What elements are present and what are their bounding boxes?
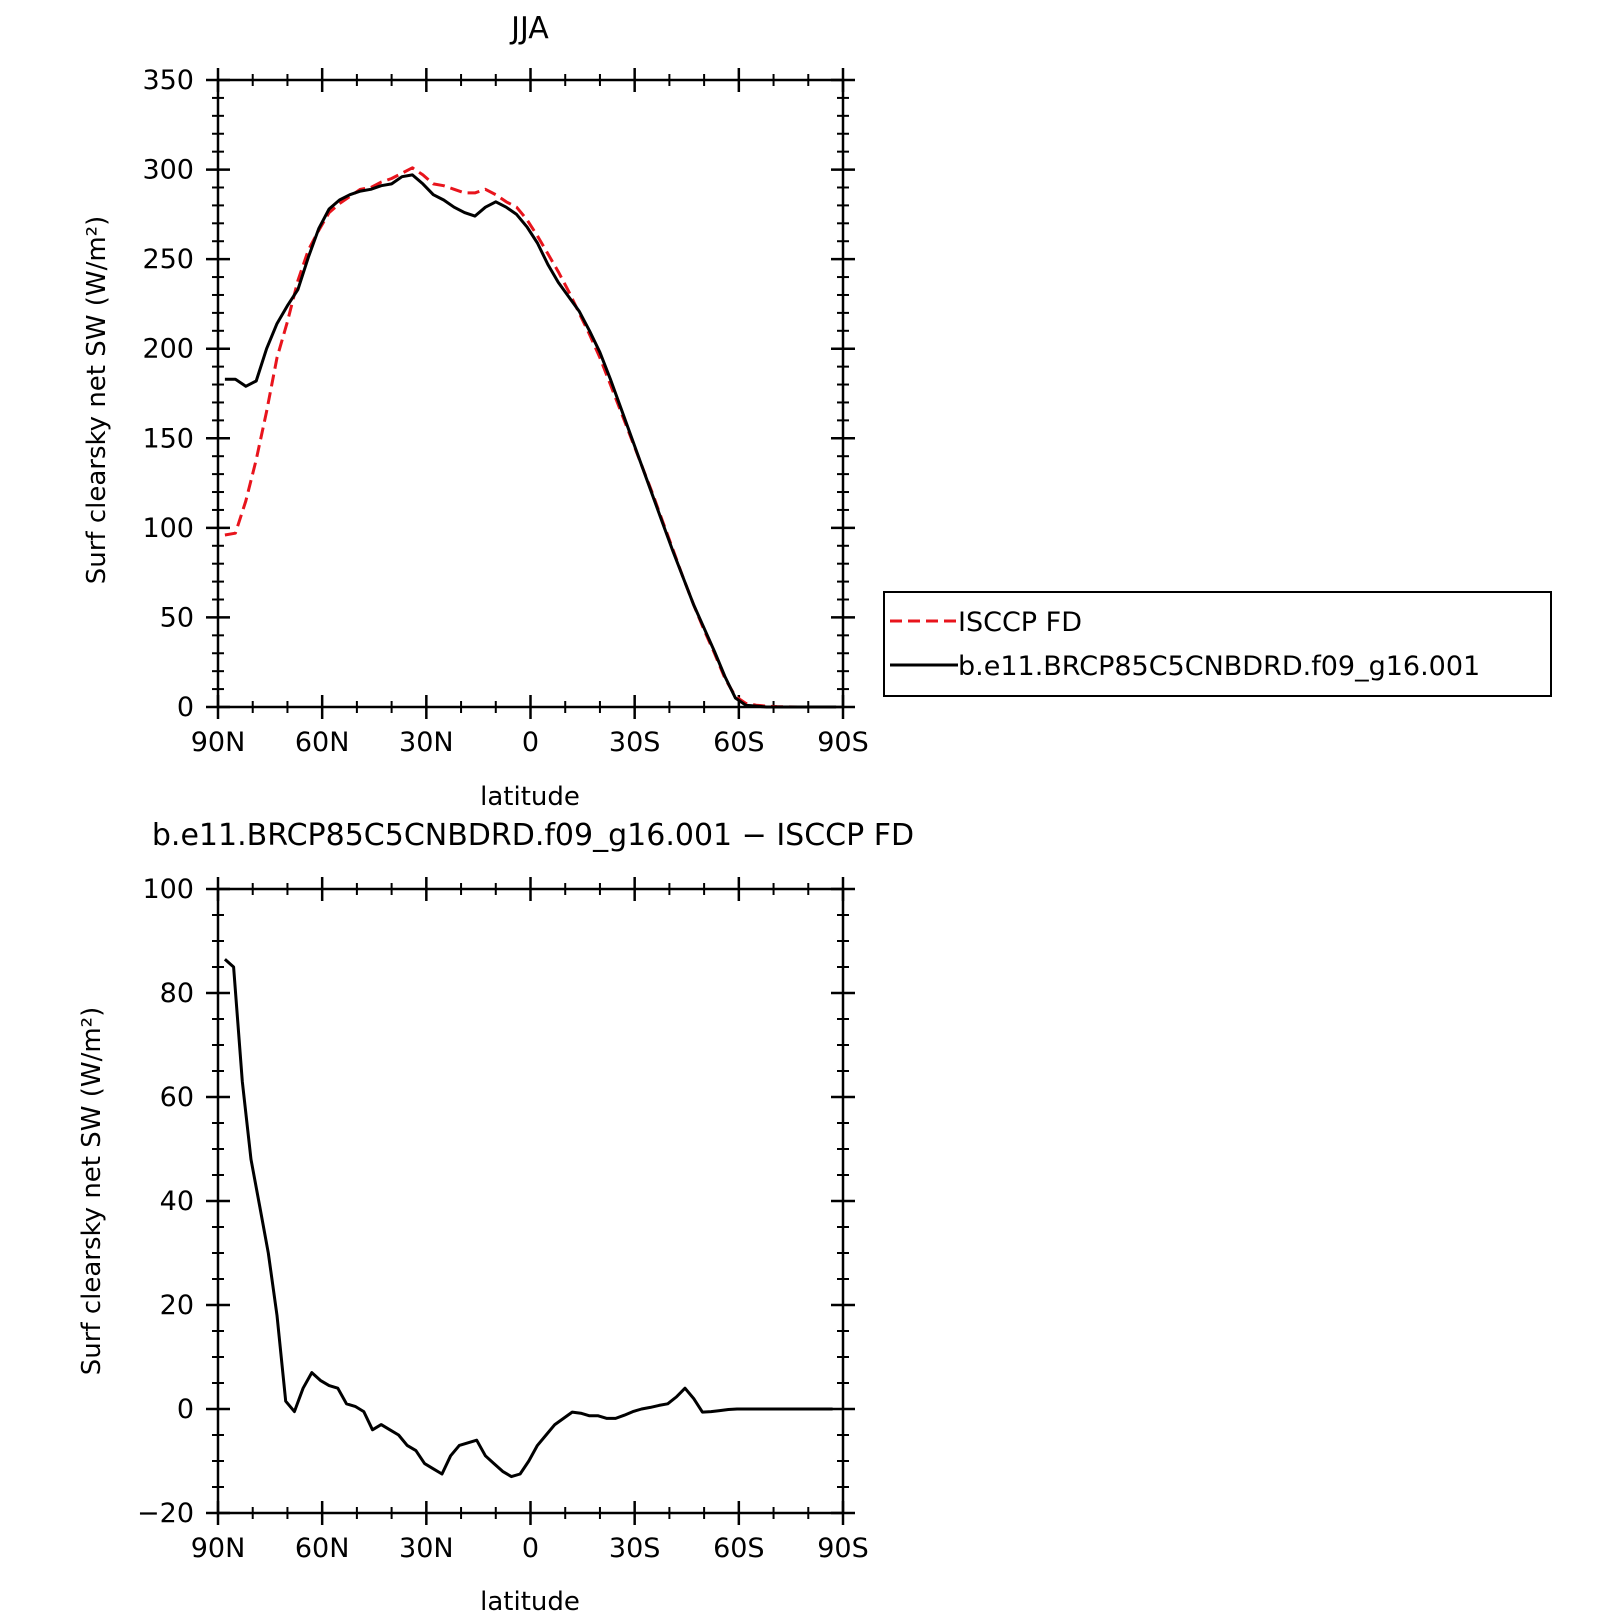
bottom-panel: b.e11.BRCP85C5CNBDRD.f09_g16.001 − ISCCP… xyxy=(77,818,914,1613)
top-y-axis-title: Surf clearsky net SW (W/m²) xyxy=(82,216,112,584)
bottom-y-tick-label: 40 xyxy=(160,1186,194,1217)
top-y-tick-label: 300 xyxy=(142,155,194,186)
bottom-x-tick-label: 30N xyxy=(399,1533,454,1564)
top-y-tick-label: 50 xyxy=(160,602,194,633)
top-series-line-1 xyxy=(224,173,837,709)
bottom-x-tick-label: 0 xyxy=(522,1533,539,1564)
legend: ISCCP FD b.e11.BRCP85C5CNBDRD.f09_g16.00… xyxy=(883,591,1552,697)
top-y-tick-label: 350 xyxy=(142,65,194,96)
bottom-series-lines xyxy=(223,958,833,1479)
top-x-tick-label: 30S xyxy=(609,727,661,758)
top-y-tick-label: 100 xyxy=(142,513,194,544)
bottom-x-tick-label: 90N xyxy=(191,1533,246,1564)
top-x-tick-label: 30N xyxy=(399,727,454,758)
top-x-tick-label: 0 xyxy=(522,727,539,758)
bottom-y-tick-label: 0 xyxy=(177,1394,194,1425)
bottom-plot-frame xyxy=(216,887,845,1515)
top-panel: JJA Surf clearsky net SW (W/m²) latitude… xyxy=(82,11,869,812)
top-x-axis-title: latitude xyxy=(480,782,580,812)
top-y-tick-label: 200 xyxy=(142,334,194,365)
bottom-x-tick-label: 60S xyxy=(713,1533,765,1564)
top-y-tick-label: 150 xyxy=(142,423,194,454)
bottom-series-line-0 xyxy=(223,958,833,1479)
top-x-tick-label: 60S xyxy=(713,727,765,758)
top-plot-title: JJA xyxy=(509,11,549,46)
top-series-lines xyxy=(224,166,837,709)
top-x-tick-label: 60N xyxy=(295,727,350,758)
top-y-tick-label: 0 xyxy=(177,692,194,723)
top-tick-labels: 90N 60N 30N 0 30S 60S 90S 0 50 100 150 200 250 300 350 xyxy=(142,65,868,758)
top-x-tick-label: 90S xyxy=(817,727,869,758)
bottom-ticks xyxy=(206,877,855,1525)
bottom-y-tick-label: 60 xyxy=(160,1082,194,1113)
bottom-y-tick-label: −20 xyxy=(137,1498,194,1529)
legend-box xyxy=(883,591,1552,697)
bottom-x-tick-label: 30S xyxy=(609,1533,661,1564)
top-series-line-0 xyxy=(224,166,837,709)
bottom-x-tick-label: 90S xyxy=(817,1533,869,1564)
legend-label-model: b.e11.BRCP85C5CNBDRD.f09_g16.001 xyxy=(958,651,1480,682)
bottom-plot-title: b.e11.BRCP85C5CNBDRD.f09_g16.001 − ISCCP… xyxy=(152,818,914,853)
top-plot-frame xyxy=(216,78,845,709)
legend-label-isccp: ISCCP FD xyxy=(958,607,1082,638)
bottom-y-tick-label: 20 xyxy=(160,1290,194,1321)
top-y-tick-label: 250 xyxy=(142,244,194,275)
bottom-x-axis-title: latitude xyxy=(480,1587,580,1613)
top-ticks xyxy=(206,68,855,719)
bottom-tick-labels: 90N 60N 30N 0 30S 60S 90S −20 0 20 40 60 80 100 xyxy=(137,874,869,1564)
bottom-y-axis-title: Surf clearsky net SW (W/m²) xyxy=(77,1007,107,1375)
top-x-tick-label: 90N xyxy=(191,727,246,758)
bottom-y-tick-label: 80 xyxy=(160,978,194,1009)
bottom-x-tick-label: 60N xyxy=(295,1533,350,1564)
bottom-y-tick-label: 100 xyxy=(142,874,194,905)
